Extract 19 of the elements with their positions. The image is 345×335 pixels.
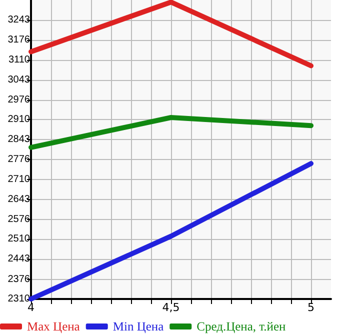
y-tick-label: 2510 bbox=[8, 234, 30, 245]
y-tick-label: 3243 bbox=[8, 14, 30, 26]
y-tick-label: 2910 bbox=[8, 114, 30, 126]
y-tick-label: 2776 bbox=[8, 154, 30, 166]
y-tick-label: 2710 bbox=[8, 174, 30, 185]
x-tick-label: 4,5 bbox=[162, 301, 180, 314]
y-tick-label: 2643 bbox=[8, 194, 30, 205]
legend-label: Max Цена bbox=[27, 320, 80, 334]
y-tick-label: 2376 bbox=[8, 274, 30, 285]
legend-label: Сред.Цена, т.йен bbox=[196, 320, 286, 334]
y-tick-label: 3176 bbox=[8, 34, 30, 46]
y-tick-label: 2443 bbox=[8, 254, 30, 265]
y-tick-label: 2976 bbox=[8, 94, 30, 106]
y-tick-label: 3043 bbox=[8, 74, 30, 86]
y-tick-label: 2843 bbox=[8, 134, 30, 146]
y-tick-label: 2576 bbox=[8, 214, 30, 225]
y-tick-label: 3110 bbox=[8, 54, 30, 66]
y-tick-label: 2310 bbox=[8, 294, 30, 304]
legend-label: Min Цена bbox=[112, 320, 164, 334]
